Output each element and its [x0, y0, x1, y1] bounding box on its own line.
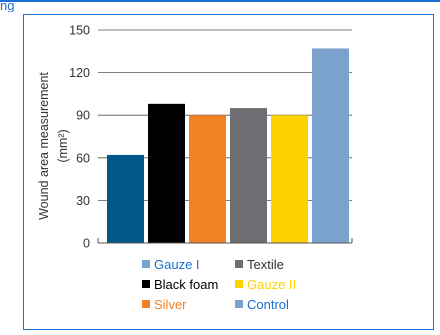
y-tick-label: 0	[83, 237, 90, 251]
legend-label: Silver	[154, 297, 187, 312]
legend-swatch	[142, 260, 150, 268]
y-tick-label: 150	[69, 24, 90, 38]
bar-textile	[230, 108, 267, 243]
y-tick-labels: 0 30 60 90 120 150	[69, 24, 90, 251]
legend-label: Gauze II	[247, 277, 296, 292]
y-tick-label: 60	[76, 151, 90, 165]
y-tick-label: 30	[76, 194, 90, 208]
legend-swatch	[235, 300, 243, 308]
bar-gauze-ii	[271, 115, 308, 243]
legend-label: Control	[247, 297, 289, 312]
y-axis-label-line1: Wound area measurement	[37, 72, 51, 220]
bar-gauze-i	[107, 155, 144, 243]
legend-swatch	[142, 300, 150, 308]
legend: Gauze I Textile Black foam Gauze II Silver Co…	[142, 257, 296, 312]
bar-silver	[189, 115, 226, 243]
legend-label: Textile	[247, 257, 284, 272]
legend-swatch	[235, 260, 243, 268]
bar-control	[312, 48, 349, 243]
legend-swatch	[235, 280, 243, 288]
bar-black-foam	[148, 104, 185, 243]
y-tick-label: 90	[76, 109, 90, 123]
y-tick-label: 120	[69, 66, 90, 80]
legend-label: Black foam	[154, 277, 218, 292]
y-axis-label-line2: (mm²)	[56, 129, 70, 162]
bars	[107, 48, 349, 243]
legend-label: Gauze I	[154, 257, 200, 272]
legend-swatch	[142, 280, 150, 288]
